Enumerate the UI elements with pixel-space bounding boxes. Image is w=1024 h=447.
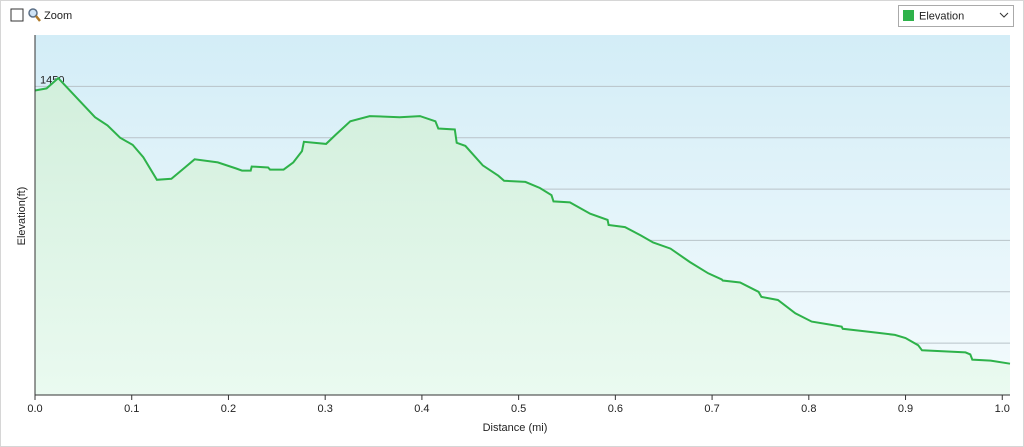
x-tick-label: 0.4 — [414, 403, 429, 415]
x-tick-label: 0.7 — [704, 403, 719, 415]
series-dropdown[interactable]: Elevation — [898, 5, 1014, 27]
x-tick-label: 0.0 — [27, 403, 42, 415]
x-tick-label: 0.6 — [608, 403, 623, 415]
y-axis-label: Elevation(ft) — [16, 187, 28, 246]
line — [34, 76, 1011, 365]
chevron — [999, 12, 1009, 18]
zoom-checkbox[interactable] — [10, 8, 24, 22]
area — [35, 78, 1010, 395]
x-tick-label: 0.2 — [221, 403, 236, 415]
x-axis-label: Distance (mi) — [483, 422, 548, 434]
zoom-icon — [28, 8, 41, 22]
x-tick-label: 0.1 — [124, 403, 139, 415]
legend-swatch — [903, 10, 914, 21]
zoom-label: Zoom — [44, 10, 72, 22]
dropdown-label: Elevation — [919, 11, 964, 23]
x-tick-label: 1.0 — [995, 403, 1010, 415]
x-tick-label: 0.8 — [801, 403, 816, 415]
x-tick-label: 0.5 — [511, 403, 526, 415]
x-tick-label: 0.3 — [318, 403, 333, 415]
x-tick-label: 0.9 — [898, 403, 913, 415]
